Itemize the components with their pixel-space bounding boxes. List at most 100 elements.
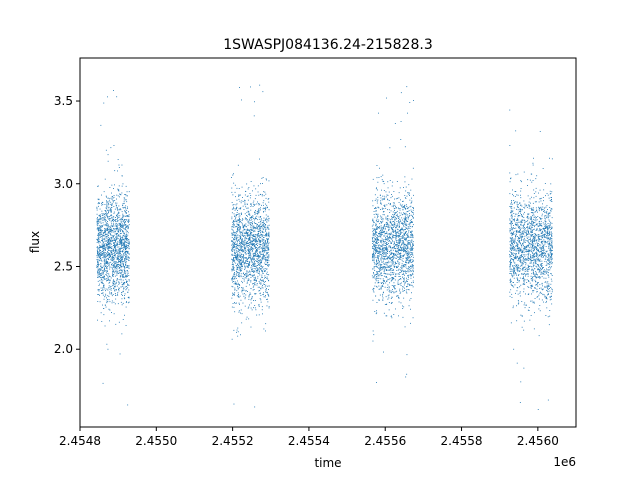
data-point [257, 235, 259, 237]
data-point [407, 242, 409, 244]
data-point [248, 265, 250, 267]
data-point [258, 216, 260, 218]
data-point [120, 236, 122, 238]
data-point [403, 232, 405, 234]
data-point [108, 255, 110, 257]
data-point [385, 255, 386, 257]
data-point [107, 259, 109, 260]
data-point [109, 301, 111, 303]
data-point [264, 270, 266, 272]
data-point [411, 222, 413, 223]
data-point [240, 264, 242, 265]
data-point [104, 178, 106, 180]
data-point [123, 243, 124, 245]
data-point [234, 273, 236, 275]
data-point [106, 258, 108, 259]
data-point [109, 266, 111, 268]
data-point [262, 258, 264, 260]
data-point [401, 229, 403, 230]
data-point [266, 219, 268, 221]
data-point [124, 270, 126, 272]
data-point [381, 233, 382, 235]
data-point [387, 273, 389, 275]
data-point [390, 280, 392, 282]
data-point [242, 250, 244, 251]
data-point [412, 254, 414, 256]
data-point [396, 242, 398, 243]
data-point [388, 246, 390, 248]
data-point [372, 220, 374, 222]
data-point [257, 268, 259, 270]
data-point [262, 239, 264, 241]
data-point [107, 244, 109, 246]
data-point [375, 231, 377, 233]
data-point [124, 240, 126, 242]
data-point [240, 267, 242, 269]
data-point [237, 295, 239, 297]
data-point [407, 289, 409, 290]
data-point [252, 225, 254, 227]
data-point [264, 270, 265, 272]
data-point [254, 254, 256, 256]
data-point [102, 279, 104, 281]
data-point [108, 212, 109, 214]
data-point [124, 194, 126, 195]
data-point [236, 257, 237, 258]
data-point [243, 258, 245, 260]
data-point [109, 264, 110, 266]
data-point [104, 296, 105, 298]
data-point [106, 262, 108, 264]
data-point [266, 259, 268, 260]
data-point [113, 219, 115, 221]
data-point [248, 249, 250, 251]
data-point [238, 287, 240, 288]
data-point [249, 274, 250, 275]
data-point [241, 258, 242, 260]
data-point [117, 258, 118, 259]
data-point [258, 257, 260, 259]
data-point [248, 250, 249, 252]
data-point [257, 262, 259, 264]
data-point [402, 214, 404, 215]
data-point [251, 269, 252, 271]
data-point [98, 234, 100, 236]
data-point [404, 271, 406, 272]
data-point [251, 217, 253, 218]
data-point [399, 249, 401, 251]
data-point [125, 258, 126, 260]
data-point [113, 259, 115, 261]
data-point [98, 235, 99, 237]
data-point [125, 216, 127, 217]
data-point [406, 223, 408, 225]
data-point [236, 219, 238, 221]
data-point [104, 247, 105, 249]
data-point [103, 217, 105, 219]
data-point [382, 250, 384, 252]
data-point [407, 283, 409, 285]
data-point [267, 252, 269, 253]
data-point [406, 86, 408, 88]
data-point [242, 293, 244, 295]
data-point [250, 307, 252, 309]
data-point [375, 250, 376, 251]
data-point [381, 227, 383, 229]
data-point [112, 219, 114, 221]
data-point [380, 285, 382, 287]
data-point [115, 261, 117, 262]
data-point [265, 208, 267, 209]
data-point [97, 262, 99, 264]
data-point [258, 208, 260, 209]
data-point [116, 233, 117, 235]
data-point [116, 215, 118, 217]
data-point [379, 268, 380, 270]
data-point [377, 196, 379, 198]
data-point [396, 244, 398, 245]
data-point [251, 216, 253, 217]
data-point [112, 226, 114, 228]
data-point [243, 289, 245, 291]
data-point [248, 306, 250, 308]
data-point [257, 233, 259, 235]
data-point [388, 297, 390, 299]
data-point [127, 226, 129, 228]
data-point [261, 195, 263, 197]
